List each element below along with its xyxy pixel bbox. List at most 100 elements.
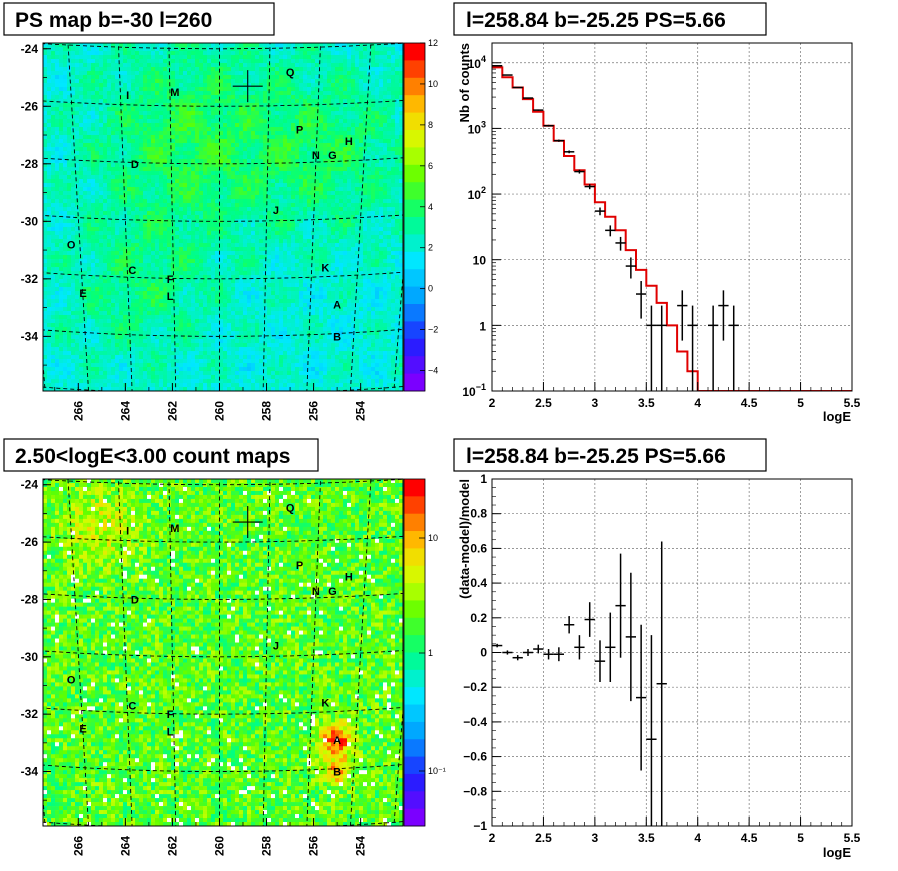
ps-map-pixel: [151, 187, 156, 192]
ps-map-pixel: [143, 151, 148, 156]
ps-map-pixel: [171, 351, 176, 356]
ps-map-pixel: [83, 227, 88, 232]
ps-map-pixel: [127, 75, 132, 80]
ps-map-pixel: [127, 271, 132, 276]
ps-map-pixel: [239, 51, 244, 56]
ps-map-pixel: [227, 71, 232, 76]
ps-map-pixel: [247, 351, 252, 356]
ps-map-pixel: [207, 267, 212, 272]
ps-map-pixel: [271, 87, 276, 92]
ps-map-pixel: [183, 115, 188, 120]
ps-map-pixel: [159, 47, 164, 52]
ps-map-pixel: [79, 243, 84, 248]
ps-map-pixel: [223, 139, 228, 144]
ps-map-pixel: [131, 179, 136, 184]
ps-map-pixel: [51, 335, 56, 340]
ps-map-pixel: [103, 247, 108, 252]
ps-map-pixel: [83, 307, 88, 312]
ps-map-pixel: [163, 183, 168, 188]
ps-map-pixel: [207, 63, 212, 68]
ps-map-pixel: [259, 207, 264, 212]
ps-map-pixel: [139, 307, 144, 312]
ps-map-pixel: [43, 127, 48, 132]
ps-map-pixel: [115, 51, 120, 56]
ps-map-pixel: [127, 163, 132, 168]
ps-map-pixel: [247, 263, 252, 268]
ps-map-pixel: [167, 135, 172, 140]
ps-map-pixel: [143, 275, 148, 280]
ps-map-pixel: [195, 191, 200, 196]
ps-map-pixel: [99, 363, 104, 368]
ps-map-pixel: [71, 291, 76, 296]
ps-map-pixel: [263, 223, 268, 228]
ps-map-pixel: [139, 115, 144, 120]
ps-map-pixel: [175, 47, 180, 52]
ps-map-pixel: [175, 79, 180, 84]
ps-map-pixel: [247, 107, 252, 112]
ps-map-pixel: [219, 259, 224, 264]
ps-map-pixel: [183, 255, 188, 260]
ps-map-pixel: [119, 87, 124, 92]
ps-map-pixel: [215, 287, 220, 292]
ps-map-pixel: [187, 75, 192, 80]
ps-map-pixel: [231, 211, 236, 216]
ps-map-pixel: [255, 131, 260, 136]
ps-map-pixel: [67, 211, 72, 216]
ps-map-pixel: [255, 231, 260, 236]
ps-map-pixel: [139, 347, 144, 352]
ps-map-pixel: [219, 287, 224, 292]
ps-map-pixel: [227, 47, 232, 52]
ps-map-pixel: [127, 327, 132, 332]
ps-map-pixel: [199, 243, 204, 248]
ps-map-pixel: [59, 371, 64, 376]
ps-map-pixel: [267, 263, 272, 268]
ps-map-pixel: [147, 251, 152, 256]
ps-map-pixel: [259, 147, 264, 152]
ps-map-pixel: [123, 231, 128, 236]
ps-map-pixel: [99, 95, 104, 100]
ps-map-pixel: [159, 355, 164, 360]
ps-map-pixel: [91, 319, 96, 324]
ps-map-pixel: [203, 63, 208, 68]
ps-map-pixel: [167, 187, 172, 192]
ps-map-pixel: [223, 147, 228, 152]
ps-map-pixel: [183, 163, 188, 168]
ps-map-pixel: [259, 347, 264, 352]
ps-map-pixel: [131, 59, 136, 64]
ps-map-pixel: [135, 163, 140, 168]
ps-map-pixel: [211, 363, 216, 368]
ps-map-pixel: [203, 335, 208, 340]
ps-map-pixel: [267, 123, 272, 128]
ps-map-pixel: [207, 159, 212, 164]
ps-map-pixel: [55, 71, 60, 76]
ps-map-pixel: [259, 75, 264, 80]
ps-map-pixel: [71, 187, 76, 192]
ps-map-pixel: [107, 255, 112, 260]
ps-map-pixel: [63, 51, 68, 56]
ps-map-pixel: [179, 335, 184, 340]
ps-map-pixel: [251, 311, 256, 316]
ps-map-pixel: [87, 219, 92, 224]
ps-map-pixel: [199, 131, 204, 136]
ps-map-pixel: [103, 387, 108, 391]
ps-map-pixel: [171, 59, 176, 64]
ps-map-pixel: [47, 259, 52, 264]
ps-map-pixel: [79, 343, 84, 348]
ps-map-pixel: [223, 339, 228, 344]
ps-map-pixel: [187, 179, 192, 184]
ps-map-pixel: [67, 379, 72, 384]
ps-map-pixel: [183, 99, 188, 104]
ps-map-pixel: [159, 271, 164, 276]
ps-map-pixel: [143, 335, 148, 340]
ps-map-pixel: [191, 287, 196, 292]
ps-map-pixel: [187, 67, 192, 72]
ps-map-pixel: [83, 383, 88, 388]
ps-map-pixel: [123, 71, 128, 76]
ps-map-pixel: [123, 95, 128, 100]
ps-map-pixel: [163, 83, 168, 88]
ps-map-pixel: [263, 371, 268, 376]
ps-map-pixel: [99, 255, 104, 260]
ps-map-pixel: [251, 307, 256, 312]
ps-map-pixel: [59, 183, 64, 188]
ps-map-pixel: [163, 351, 168, 356]
